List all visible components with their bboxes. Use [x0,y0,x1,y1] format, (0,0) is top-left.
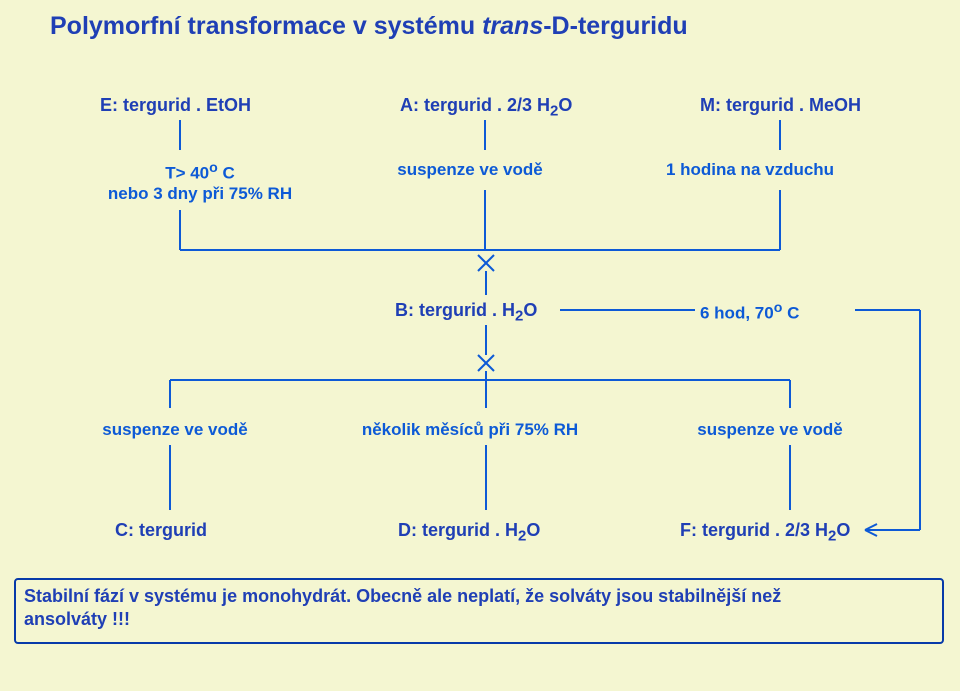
edge2-left: suspenze ve vodě [75,420,275,440]
edge1-right: 1 hodina na vzduchu [630,160,870,180]
edge2-mid: několik měsíců při 75% RH [330,420,610,440]
edge-B-loop: 6 hod, 70o C [700,300,850,324]
node-B: B: tergurid . H2O [395,300,537,325]
node-F: F: tergurid . 2/3 H2O [680,520,850,545]
edge1-mid: suspenze ve vodě [360,160,580,180]
node-C: C: tergurid [115,520,207,541]
title-post: -D-terguridu [543,12,687,40]
title-pre: Polymorfní transformace v systému [50,12,482,40]
title-italic: trans [482,12,543,40]
node-D: D: tergurid . H2O [398,520,540,545]
note-text: Stabilní fází v systému je monohydrát. O… [24,585,944,630]
page-title: Polymorfní transformace v systému trans-… [50,12,910,41]
node-E: E: tergurid . EtOH [100,95,251,116]
edge2-right: suspenze ve vodě [670,420,870,440]
node-M: M: tergurid . MeOH [700,95,861,116]
node-A: A: tergurid . 2/3 H2O [400,95,572,120]
edge1-left: T> 40o C nebo 3 dny při 75% RH [85,160,315,204]
